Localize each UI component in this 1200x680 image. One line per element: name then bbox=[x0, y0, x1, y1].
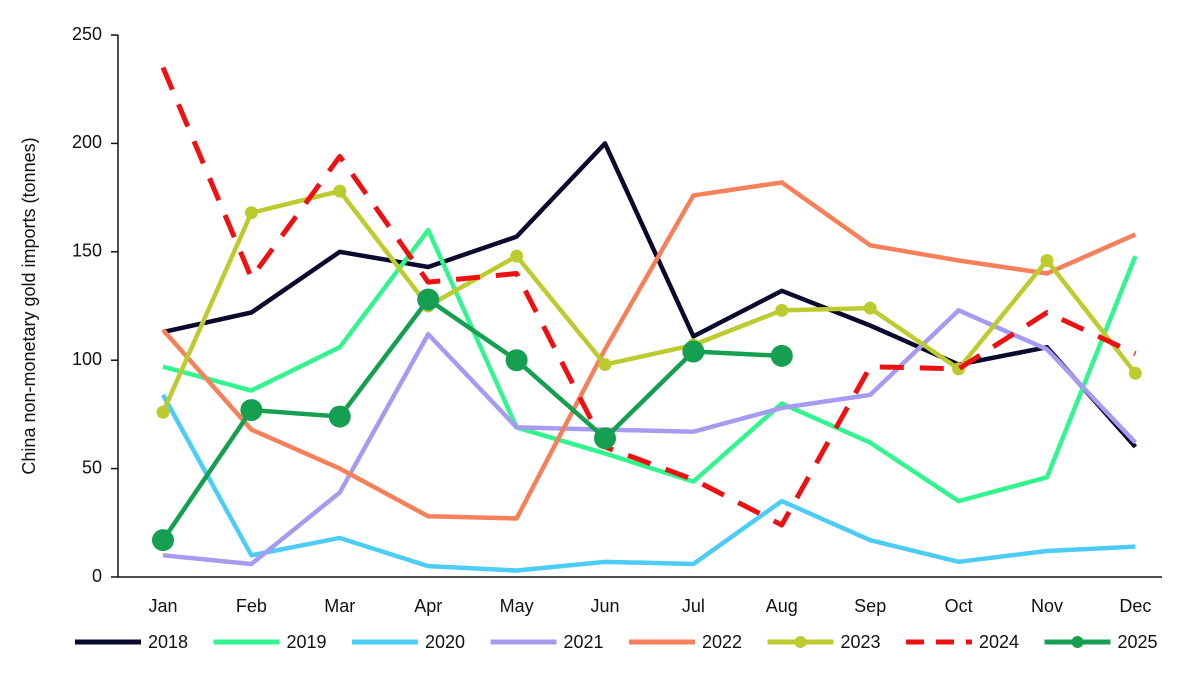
series-marker bbox=[240, 399, 263, 422]
y-tick-label: 0 bbox=[92, 566, 102, 586]
y-tick-label: 50 bbox=[82, 457, 102, 477]
legend-label: 2025 bbox=[1118, 632, 1158, 652]
legend-label: 2019 bbox=[287, 632, 327, 652]
series-marker bbox=[505, 349, 528, 372]
x-tick-label: Jan bbox=[148, 596, 177, 616]
legend-marker bbox=[1071, 636, 1084, 648]
series-line bbox=[160, 188, 1138, 414]
y-axis-label: China non-monetary gold imports (tonnes) bbox=[19, 137, 39, 474]
series-line bbox=[162, 141, 1138, 449]
series-marker bbox=[244, 206, 258, 220]
legend-label: 2024 bbox=[979, 632, 1019, 652]
x-tick-label: Dec bbox=[1119, 596, 1151, 616]
x-tick-label: Jul bbox=[682, 596, 705, 616]
legend-marker bbox=[794, 636, 807, 648]
series-marker bbox=[328, 405, 351, 428]
series-line bbox=[161, 297, 782, 542]
x-tick-label: May bbox=[500, 596, 534, 616]
series-marker bbox=[510, 249, 524, 263]
y-tick-label: 250 bbox=[72, 24, 102, 44]
x-tick-label: Sep bbox=[854, 596, 886, 616]
series-line bbox=[160, 66, 1137, 528]
series-line bbox=[161, 393, 1136, 573]
series-marker bbox=[1128, 366, 1142, 380]
x-tick-label: Feb bbox=[236, 596, 267, 616]
y-tick-label: 150 bbox=[72, 241, 102, 261]
series-line bbox=[162, 308, 1138, 567]
legend-label: 2021 bbox=[564, 632, 604, 652]
series-marker bbox=[152, 529, 174, 552]
x-tick-label: Apr bbox=[414, 596, 442, 616]
series-marker bbox=[598, 358, 612, 372]
series-line bbox=[162, 227, 1138, 504]
series-marker bbox=[863, 301, 877, 315]
series-marker bbox=[333, 184, 347, 198]
series-marker bbox=[594, 427, 616, 450]
legend-label: 2022 bbox=[702, 632, 742, 652]
y-tick-label: 200 bbox=[72, 132, 102, 152]
x-tick-label: Nov bbox=[1031, 596, 1063, 616]
series-marker bbox=[1040, 253, 1054, 267]
x-tick-label: Mar bbox=[324, 596, 355, 616]
legend-label: 2023 bbox=[841, 632, 881, 652]
series-marker bbox=[417, 288, 440, 311]
x-tick-label: Aug bbox=[766, 596, 798, 616]
series-marker bbox=[770, 344, 793, 367]
x-tick-label: Oct bbox=[945, 596, 973, 616]
legend-label: 2018 bbox=[148, 632, 188, 652]
series-marker bbox=[682, 340, 705, 363]
legend-label: 2020 bbox=[425, 632, 465, 652]
series-line bbox=[161, 180, 1137, 521]
series-marker bbox=[156, 405, 170, 419]
y-tick-label: 100 bbox=[72, 349, 102, 369]
x-tick-label: Jun bbox=[590, 596, 619, 616]
series-marker bbox=[775, 303, 789, 317]
